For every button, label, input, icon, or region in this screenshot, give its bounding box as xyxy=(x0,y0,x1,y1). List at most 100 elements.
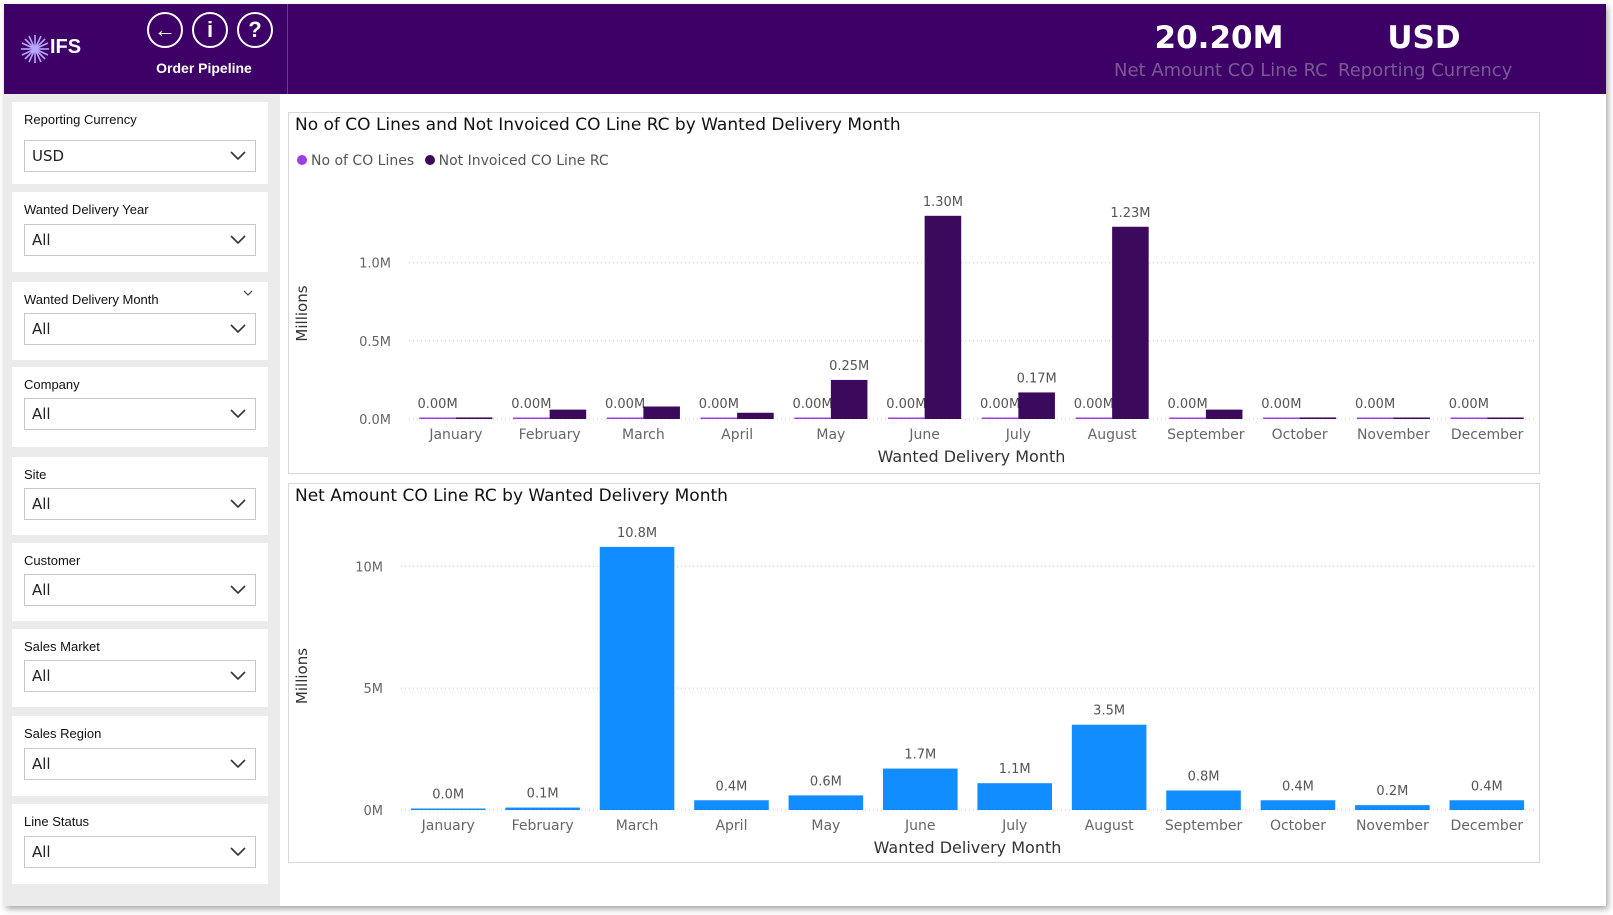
legend-dot-icon xyxy=(424,155,435,165)
data-label: 3.5M xyxy=(1093,704,1125,719)
reporting-currency-dropdown[interactable]: USD xyxy=(24,140,256,172)
x-tick-label: June xyxy=(908,427,940,443)
bar[interactable] xyxy=(1169,417,1206,420)
bar[interactable] xyxy=(1075,417,1113,420)
data-label: 0.8M xyxy=(1188,770,1220,785)
slicer-wanted-delivery-month: Wanted Delivery Month All xyxy=(12,282,268,360)
chart-co-lines-svg: 0.0M 0.5M 1.0M Millions Wanted Delivery Mont… xyxy=(293,195,1534,466)
slicer-value: All xyxy=(32,231,51,249)
x-tick-label: October xyxy=(1272,427,1328,443)
x-tick-label: December xyxy=(1450,818,1523,834)
line-status-dropdown[interactable]: All xyxy=(24,836,256,868)
bar[interactable] xyxy=(643,406,680,419)
sales-region-dropdown[interactable]: All xyxy=(24,748,256,780)
x-axis-title: Wanted Delivery Month xyxy=(874,838,1062,857)
chart-title: Net Amount CO Line RC by Wanted Delivery… xyxy=(295,486,728,506)
data-label: 0.00M xyxy=(1449,397,1489,412)
report-canvas: IFS ← i ? Order Pipeline 20.20M Net Amou… xyxy=(4,4,1606,906)
x-tick-label: May xyxy=(811,818,840,834)
wanted-delivery-month-dropdown[interactable]: All xyxy=(24,313,256,345)
bar[interactable] xyxy=(1263,417,1300,420)
data-label: 0.1M xyxy=(527,787,559,802)
report-header: IFS ← i ? Order Pipeline 20.20M Net Amou… xyxy=(4,4,1606,94)
kpi-currency-value: USD xyxy=(1387,20,1461,56)
bar[interactable] xyxy=(419,417,456,420)
bar[interactable] xyxy=(1450,417,1488,420)
data-label: 0.00M xyxy=(418,397,458,412)
data-label: 10.8M xyxy=(617,526,657,541)
bar[interactable] xyxy=(1487,417,1524,420)
bar[interactable] xyxy=(737,412,774,419)
data-label: 0.6M xyxy=(810,774,842,789)
bar[interactable] xyxy=(1356,417,1394,420)
bar[interactable] xyxy=(1449,800,1525,810)
bar[interactable] xyxy=(788,795,864,810)
y-tick-label: 5M xyxy=(364,682,384,697)
slicer-label: Reporting Currency xyxy=(24,112,137,127)
company-dropdown[interactable]: All xyxy=(24,398,256,430)
data-label: 1.7M xyxy=(904,748,936,763)
back-arrow-icon: ← xyxy=(154,17,176,42)
bar[interactable] xyxy=(794,417,831,420)
x-tick-label: February xyxy=(512,818,574,834)
bar[interactable] xyxy=(694,800,769,810)
chevron-down-icon xyxy=(230,671,246,681)
slicer-label: Site xyxy=(24,467,47,482)
back-button[interactable]: ← xyxy=(147,12,183,48)
ifs-logo: IFS xyxy=(20,32,100,66)
bar[interactable] xyxy=(830,379,868,419)
x-tick-label: August xyxy=(1085,818,1135,834)
data-label: 0.00M xyxy=(1355,397,1395,412)
bar[interactable] xyxy=(1355,805,1430,810)
legend-item-not-invoiced[interactable]: Not Invoiced CO Line RC xyxy=(424,153,609,169)
bar[interactable] xyxy=(882,768,958,810)
customer-dropdown[interactable]: All xyxy=(24,574,256,606)
ifs-logo-icon xyxy=(21,35,49,63)
bar[interactable] xyxy=(599,546,675,810)
x-tick-label: November xyxy=(1357,427,1430,443)
bar[interactable] xyxy=(1260,800,1336,810)
data-label: 0.17M xyxy=(1017,371,1057,386)
site-dropdown[interactable]: All xyxy=(24,488,256,520)
y-tick-label: 0.5M xyxy=(359,335,391,350)
chevron-down-icon xyxy=(230,585,246,595)
bar[interactable] xyxy=(505,807,580,810)
data-label: 0.4M xyxy=(1282,779,1314,794)
bar[interactable] xyxy=(1393,417,1430,420)
x-tick-label: October xyxy=(1270,818,1326,834)
x-tick-label: May xyxy=(816,427,845,443)
help-button[interactable]: ? xyxy=(237,12,273,48)
x-tick-label: April xyxy=(721,427,753,443)
bar[interactable] xyxy=(700,417,738,420)
bar[interactable] xyxy=(888,417,925,420)
legend-item-co-lines[interactable]: No of CO Lines xyxy=(297,153,414,169)
bar[interactable] xyxy=(1205,409,1243,419)
bar[interactable] xyxy=(1299,417,1337,419)
bar[interactable] xyxy=(1166,790,1241,810)
bar[interactable] xyxy=(981,417,1019,420)
slicer-value: USD xyxy=(32,147,65,165)
sales-market-dropdown[interactable]: All xyxy=(24,660,256,692)
bar[interactable] xyxy=(1112,226,1149,419)
bar[interactable] xyxy=(606,417,644,420)
bar[interactable] xyxy=(1071,724,1147,810)
bar[interactable] xyxy=(924,215,962,419)
chart-panel-net-amount[interactable]: Net Amount CO Line RC by Wanted Delivery… xyxy=(288,483,1540,863)
x-tick-label: September xyxy=(1165,818,1243,834)
bar[interactable] xyxy=(977,783,1053,810)
data-label: 0.25M xyxy=(829,359,869,374)
data-label: 0.4M xyxy=(1471,779,1503,794)
bar[interactable] xyxy=(410,808,486,811)
bar[interactable] xyxy=(1018,392,1055,419)
bar[interactable] xyxy=(549,409,587,419)
data-label: 0.4M xyxy=(716,779,748,794)
wanted-delivery-year-dropdown[interactable]: All xyxy=(24,224,256,256)
bar[interactable] xyxy=(455,417,493,419)
slicer-reporting-currency: Reporting Currency USD xyxy=(12,102,268,184)
info-icon: i xyxy=(206,17,214,42)
kpi-currency-card: USD Reporting Currency xyxy=(1338,18,1512,84)
info-button[interactable]: i xyxy=(192,12,228,48)
bar[interactable] xyxy=(513,417,550,420)
sort-chevron-icon[interactable] xyxy=(242,288,254,298)
chart-panel-co-lines[interactable]: No of CO Lines and Not Invoiced CO Line … xyxy=(288,112,1540,474)
